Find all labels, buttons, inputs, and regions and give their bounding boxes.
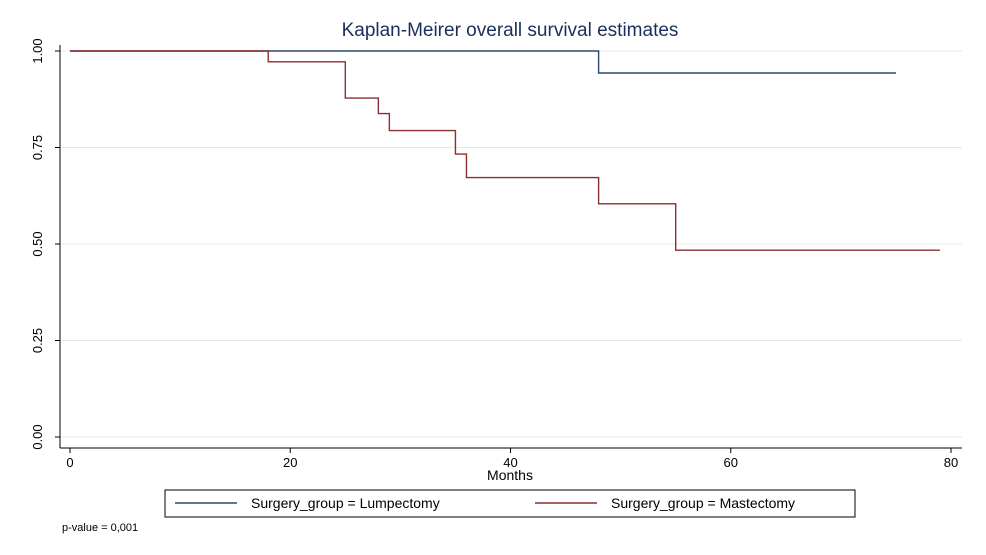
legend: Surgery_group = Lumpectomy Surgery_group… [164, 489, 856, 518]
y-tick-label: 1.00 [30, 38, 45, 63]
x-tick-label: 60 [724, 455, 738, 470]
legend-label-mastectomy: Surgery_group = Mastectomy [611, 495, 795, 511]
y-tick-label: 0.00 [30, 424, 45, 449]
y-axis: 0.00 0.25 0.50 0.75 1.00 [30, 38, 61, 450]
legend-label-lumpectomy: Surgery_group = Lumpectomy [251, 495, 440, 511]
gridlines [60, 50, 962, 438]
x-axis: 0 20 40 60 80 [60, 447, 962, 470]
series-line-mastectomy [70, 50, 940, 251]
x-tick-label: 20 [283, 455, 297, 470]
y-tick-label: 0.50 [30, 231, 45, 256]
x-tick-label: 40 [503, 455, 517, 470]
chart-title: Kaplan-Meirer overall survival estimates [342, 20, 679, 41]
y-tick-label: 0.25 [30, 328, 45, 353]
legend-box [164, 489, 856, 518]
x-axis-title: Months [487, 467, 533, 483]
x-tick-label: 0 [66, 455, 73, 470]
x-tick-label: 80 [944, 455, 958, 470]
y-tick-label: 0.75 [30, 135, 45, 160]
p-value-note: p-value = 0,001 [62, 522, 138, 534]
series-lines [70, 50, 940, 251]
series-line-lumpectomy [70, 50, 896, 74]
